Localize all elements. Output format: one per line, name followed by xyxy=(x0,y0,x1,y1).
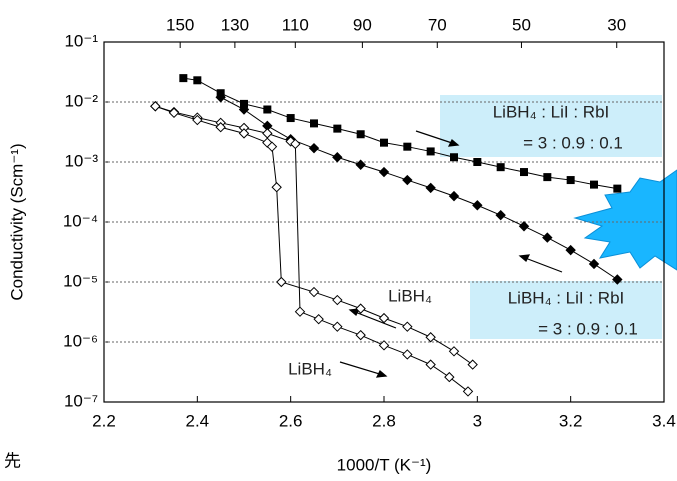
data-point xyxy=(403,142,412,151)
x-tick-label: 2.4 xyxy=(186,411,210,430)
side-text: 先 xyxy=(4,451,21,470)
x-tick-label: 2.6 xyxy=(279,411,303,430)
data-point xyxy=(294,306,306,317)
data-point xyxy=(262,128,273,139)
x-tick-label: 3.4 xyxy=(652,411,676,430)
data-point xyxy=(613,184,622,193)
data-point xyxy=(168,107,180,119)
data-point xyxy=(332,152,343,163)
x2-tick-label: 150 xyxy=(166,15,194,34)
annotation: = 3 : 0.9 : 0.1 xyxy=(538,319,638,338)
series-line xyxy=(220,96,618,280)
data-point xyxy=(473,158,482,166)
data-point xyxy=(378,340,390,351)
data-point xyxy=(425,182,436,194)
data-point xyxy=(308,142,320,154)
data-point xyxy=(565,244,576,256)
annotation: LiBH₄ : LiI : RbI xyxy=(508,288,625,307)
data-point xyxy=(150,101,161,112)
x2-tick-label: 50 xyxy=(512,15,531,34)
data-point xyxy=(271,182,282,193)
data-point xyxy=(215,122,226,133)
data-point xyxy=(495,209,506,221)
y-axis-title: Conductivity (Scm⁻¹) xyxy=(7,143,26,300)
x2-tick-label: 110 xyxy=(282,15,309,34)
x2-tick-label: 70 xyxy=(428,15,447,34)
y-tick-label: 10⁻¹ xyxy=(64,31,98,50)
data-point xyxy=(425,332,436,343)
annotation-box xyxy=(470,281,662,339)
data-point xyxy=(518,221,530,232)
x2-tick-label: 130 xyxy=(221,15,249,34)
data-point xyxy=(380,138,388,147)
data-point xyxy=(462,386,474,397)
starburst xyxy=(573,169,677,271)
data-point xyxy=(286,114,295,123)
y-tick-label: 10⁻⁵ xyxy=(63,271,98,290)
data-point xyxy=(355,159,366,170)
data-point xyxy=(332,294,343,306)
data-point xyxy=(308,286,320,298)
data-point xyxy=(215,92,226,103)
data-point xyxy=(402,321,413,332)
data-point xyxy=(313,313,324,325)
data-point xyxy=(356,130,365,139)
data-point xyxy=(290,138,301,150)
annotation: LiBH₄ xyxy=(288,359,332,378)
x-axis-title: 1000/T (K⁻¹) xyxy=(337,455,432,474)
data-point xyxy=(496,163,505,172)
data-point xyxy=(448,346,460,357)
data-point xyxy=(520,168,528,177)
data-point xyxy=(588,258,600,270)
data-point xyxy=(450,153,458,162)
data-point xyxy=(355,329,366,341)
data-point xyxy=(542,232,553,243)
y-tick-label: 10⁻⁶ xyxy=(63,331,98,350)
x-tick-label: 2.2 xyxy=(92,411,116,430)
annotation: = 3 : 0.9 : 0.1 xyxy=(523,133,623,152)
x-tick-label: 3 xyxy=(473,411,482,430)
y-tick-label: 10⁻⁴ xyxy=(63,211,98,230)
data-point xyxy=(333,124,342,133)
data-point xyxy=(192,114,203,126)
data-point xyxy=(310,119,318,128)
data-point xyxy=(426,147,435,156)
data-point xyxy=(543,173,552,182)
data-point xyxy=(332,321,343,332)
data-point xyxy=(472,200,483,211)
data-point xyxy=(263,105,272,114)
data-point xyxy=(193,76,202,85)
annotation-box xyxy=(440,95,662,157)
data-point xyxy=(276,276,287,288)
data-point xyxy=(402,174,413,186)
x-tick-label: 2.8 xyxy=(372,411,396,430)
x-tick-label: 3.2 xyxy=(559,411,583,430)
annotation: LiBH₄ : LiI : RbI xyxy=(493,102,610,121)
data-point xyxy=(238,128,250,139)
data-point xyxy=(355,303,366,314)
data-point xyxy=(378,166,390,178)
data-point xyxy=(402,349,413,360)
data-point xyxy=(425,359,436,370)
data-point xyxy=(179,74,188,83)
annotation: LiBH₄ xyxy=(388,286,432,305)
data-point xyxy=(266,141,278,152)
data-point xyxy=(467,359,478,370)
data-point xyxy=(448,190,460,202)
data-point xyxy=(590,180,598,189)
y-tick-label: 10⁻⁷ xyxy=(64,391,98,410)
x2-tick-label: 90 xyxy=(353,15,372,34)
data-point xyxy=(378,312,390,324)
data-point xyxy=(238,104,250,115)
y-tick-label: 10⁻³ xyxy=(64,151,98,170)
data-point xyxy=(566,176,575,185)
data-point xyxy=(612,274,623,285)
data-point xyxy=(444,371,455,383)
x2-tick-label: 30 xyxy=(607,15,626,34)
y-tick-label: 10⁻² xyxy=(64,91,98,110)
arrows xyxy=(339,130,563,378)
